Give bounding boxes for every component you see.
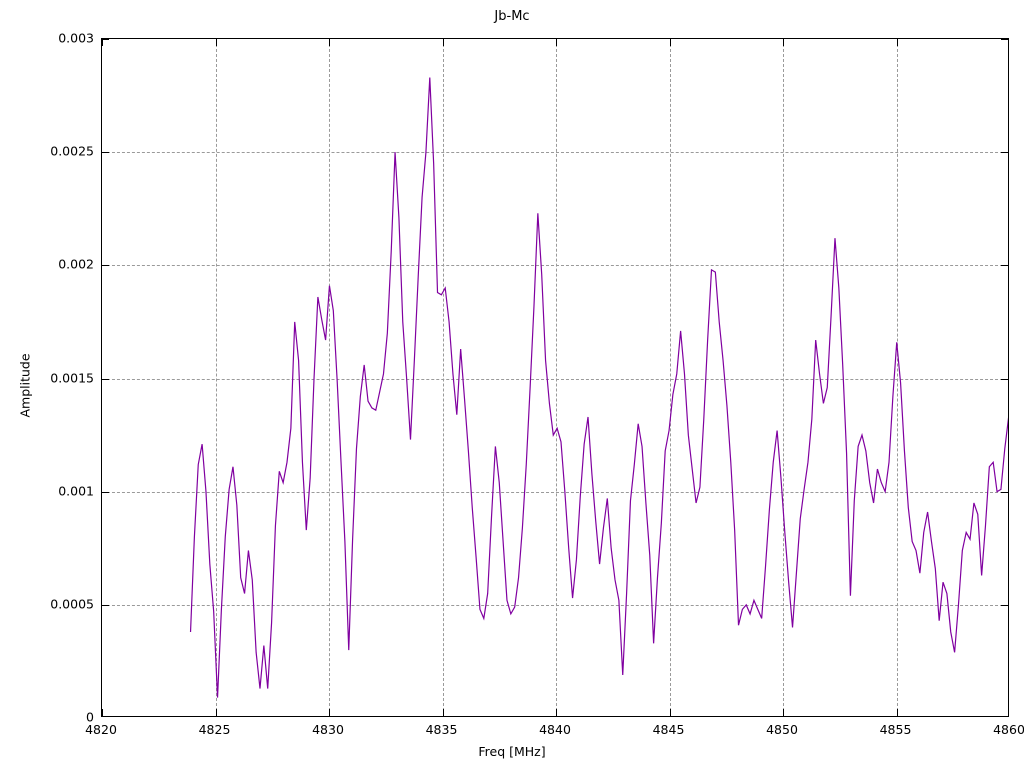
x-axis-tick-mark — [556, 709, 557, 716]
gridline-vertical — [896, 39, 898, 716]
series-line-jb-mc — [189, 77, 1008, 698]
y-axis-tick-label: 0.0005 — [50, 596, 94, 612]
y-axis-tick-label: 0.0025 — [50, 143, 94, 159]
plot-area — [101, 38, 1009, 717]
y-axis-tick-mark — [102, 491, 109, 493]
x-axis-tick-mark — [329, 709, 330, 716]
gridline-vertical — [215, 39, 217, 716]
y-axis-tick-mark — [102, 152, 109, 154]
gridline-vertical — [556, 39, 557, 716]
data-layer — [102, 39, 1008, 716]
x-axis-tick-mark — [669, 709, 671, 716]
x-axis-tick-labels: 4820 4825 4830 4835 4840 4845 4850 4855 4860 — [0, 722, 1024, 744]
x-axis-tick-mark — [329, 39, 330, 46]
gridline-horizontal — [102, 604, 1008, 606]
x-axis-tick-label: 4840 — [539, 722, 571, 737]
x-axis-tick-mark — [102, 709, 103, 716]
y-axis-tick-mark — [102, 604, 109, 606]
x-axis-tick-mark — [783, 709, 784, 716]
y-axis-tick-mark — [1001, 378, 1008, 380]
x-axis-tick-mark — [783, 39, 784, 46]
x-axis-tick-mark — [442, 709, 444, 716]
x-axis-tick-label: 4855 — [879, 722, 912, 737]
x-axis-tick-mark — [896, 39, 898, 46]
x-axis-tick-mark — [215, 39, 217, 46]
gridline-horizontal — [102, 265, 1008, 267]
series-polyline — [189, 77, 1008, 698]
y-axis-tick-mark — [1001, 39, 1008, 40]
grid-lines — [102, 39, 1008, 716]
y-axis-tick-mark — [102, 265, 109, 267]
x-axis-tick-mark — [669, 39, 671, 46]
x-axis-tick-label: 4830 — [312, 722, 344, 737]
x-axis-tick-mark — [896, 709, 898, 716]
y-axis-tick-label: 0.001 — [58, 483, 94, 499]
x-axis-tick-label: 4820 — [85, 722, 117, 737]
x-axis-tick-mark — [215, 709, 217, 716]
x-axis-tick-label: 4860 — [993, 722, 1024, 737]
y-axis-tick-mark — [1001, 152, 1008, 154]
gridline-vertical — [669, 39, 671, 716]
y-axis-tick-label: 0.003 — [58, 30, 94, 46]
gridline-horizontal — [102, 378, 1008, 380]
y-axis-tick-mark — [1001, 491, 1008, 493]
y-axis-tick-mark — [102, 378, 109, 380]
x-axis-tick-label: 4850 — [766, 722, 798, 737]
x-axis-tick-mark — [556, 39, 557, 46]
gridline-vertical — [783, 39, 784, 716]
x-axis-tick-label: 4835 — [425, 722, 458, 737]
x-axis-tick-mark — [442, 39, 444, 46]
x-axis-tick-label: 4825 — [198, 722, 231, 737]
y-axis-tick-mark — [1001, 265, 1008, 267]
x-axis-title: Freq [MHz] — [478, 744, 546, 759]
gridline-horizontal — [102, 152, 1008, 154]
y-axis-tick-mark — [102, 39, 109, 40]
gridline-vertical — [329, 39, 330, 716]
y-axis-tick-mark — [1001, 604, 1008, 606]
gridline-horizontal — [102, 491, 1008, 493]
gridline-vertical — [442, 39, 444, 716]
x-axis-tick-label: 4845 — [652, 722, 685, 737]
y-axis-tick-labels: 0 0.0005 0.001 0.0015 0.002 0.0025 0.003 — [0, 0, 94, 768]
y-axis-tick-label: 0.0015 — [50, 370, 94, 385]
y-axis-tick-label: 0.002 — [58, 256, 94, 272]
x-axis-tick-mark — [102, 39, 103, 46]
chart-title: Jb-Mc — [494, 9, 530, 24]
y-axis-tick-label: 0 — [86, 709, 94, 725]
